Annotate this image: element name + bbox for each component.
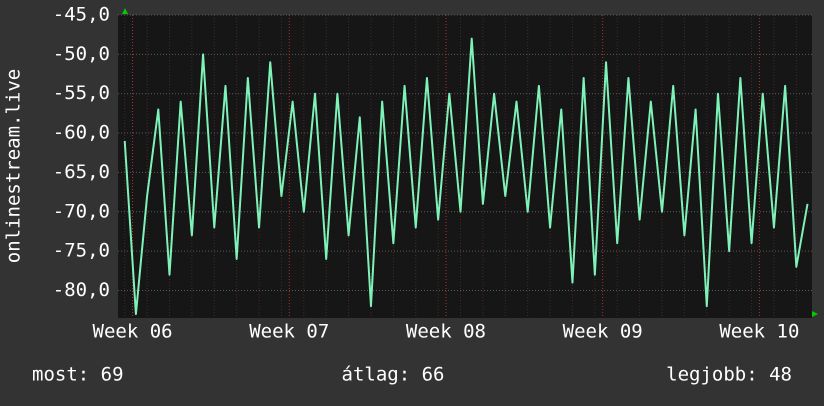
x-tick-label: Week 07: [249, 321, 329, 343]
x-tick-label: Week 06: [93, 321, 173, 343]
footer-current: most: 69: [32, 364, 124, 386]
axis-arrow: [122, 8, 128, 14]
footer-average: átlag: 66: [342, 364, 445, 386]
y-tick-label: -80,0: [53, 279, 110, 301]
series-line: [123, 37, 809, 316]
y-tick-label: -65,0: [53, 161, 110, 183]
y-tick-label: -55,0: [53, 82, 110, 104]
x-tick-label: Week 09: [563, 321, 643, 343]
y-tick-label: -50,0: [53, 43, 110, 65]
plot-area: [118, 15, 812, 318]
axis-arrow: [812, 311, 818, 317]
x-tick-label: Week 08: [406, 321, 486, 343]
y-tick-label: -70,0: [53, 200, 110, 222]
y-tick-label: -45,0: [53, 4, 110, 26]
footer-best: legjobb: 48: [666, 364, 792, 386]
y-tick-label: -75,0: [53, 240, 110, 262]
y-axis-label: onlinestream.live: [3, 69, 25, 263]
x-tick-label: Week 10: [719, 321, 799, 343]
y-tick-label: -60,0: [53, 122, 110, 144]
